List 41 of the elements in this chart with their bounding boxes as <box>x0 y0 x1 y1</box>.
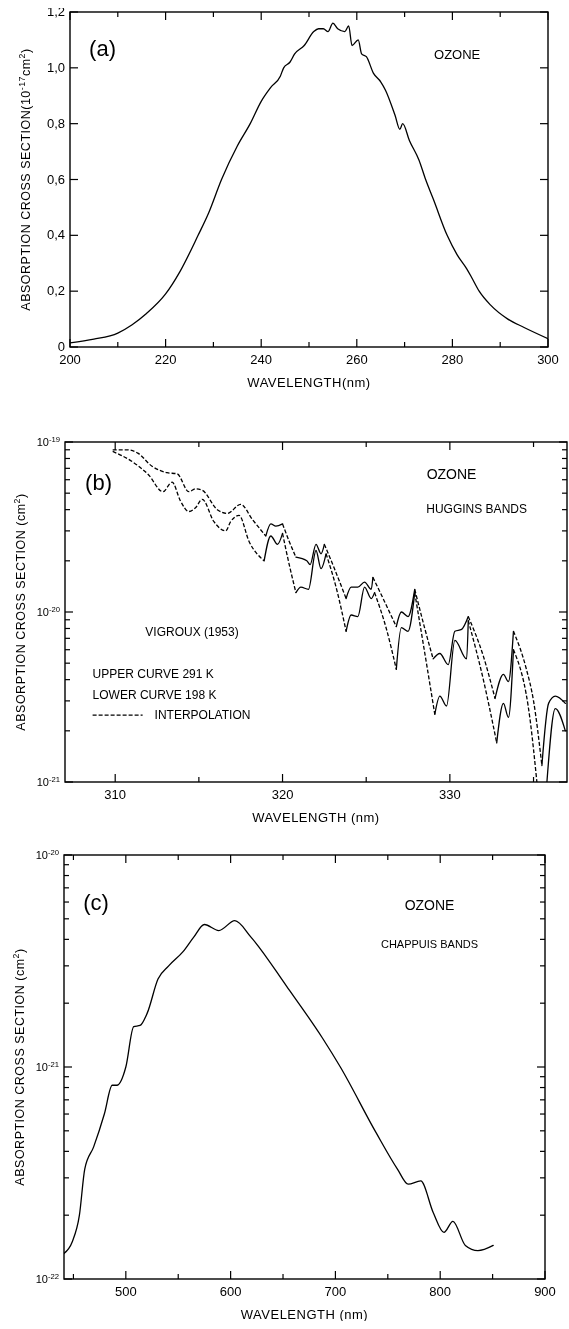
x-tick-label: 280 <box>441 352 464 367</box>
y-tick-label: 10$^{-20}$ <box>36 604 60 618</box>
x-tick-label: 300 <box>537 352 559 367</box>
annotation: LOWER CURVE 198 K <box>92 687 217 702</box>
annotation: HUGGINS BANDS <box>426 502 527 517</box>
x-axis-title: WAVELENGTH(nm) <box>247 375 371 390</box>
y-tick-label: 0,2 <box>46 283 65 299</box>
y-tick-label: 0 <box>57 339 65 354</box>
y-tick-label: 1,0 <box>46 59 65 75</box>
y-tick-label: 10$^{-21}$ <box>35 1059 59 1073</box>
x-tick-label: 320 <box>271 787 294 802</box>
y-tick-label: 0,4 <box>46 227 65 243</box>
annotation: OZONE <box>434 46 481 62</box>
x-tick-label: 600 <box>219 1284 242 1299</box>
legend-label: INTERPOLATION <box>154 708 251 723</box>
annotation: UPPER CURVE 291 K <box>92 667 214 682</box>
x-tick-label: 330 <box>439 787 461 802</box>
x-axis-title: WAVELENGTH (nm) <box>252 810 380 825</box>
annotation: (b) <box>85 469 112 495</box>
y-tick-label: 0,8 <box>46 115 65 131</box>
annotation: OZONE <box>404 897 455 914</box>
x-tick-label: 800 <box>429 1284 452 1299</box>
x-tick-label: 260 <box>345 352 368 367</box>
annotation: CHAPPUIS BANDS <box>380 938 479 951</box>
y-tick-label: 10$^{-20}$ <box>35 847 59 861</box>
x-tick-label: 240 <box>250 352 273 367</box>
y-tick-label: 10$^{-21}$ <box>36 774 60 788</box>
x-tick-label: 220 <box>154 352 177 367</box>
annotation: (c) <box>83 890 109 916</box>
y-tick-label: 10$^{-19}$ <box>36 434 60 448</box>
y-tick-label: 0,6 <box>46 171 65 187</box>
x-tick-label: 310 <box>104 787 127 802</box>
annotation: OZONE <box>426 466 477 483</box>
x-axis-title: WAVELENGTH (nm) <box>240 1307 369 1322</box>
x-tick-label: 500 <box>114 1284 137 1299</box>
x-tick-label: 900 <box>534 1284 556 1299</box>
x-tick-label: 700 <box>324 1284 347 1299</box>
y-tick-label: 10$^{-22}$ <box>35 1271 59 1285</box>
x-tick-label: 200 <box>59 352 81 367</box>
annotation: (a) <box>89 35 117 61</box>
annotation: VIGROUX (1953) <box>145 624 239 639</box>
